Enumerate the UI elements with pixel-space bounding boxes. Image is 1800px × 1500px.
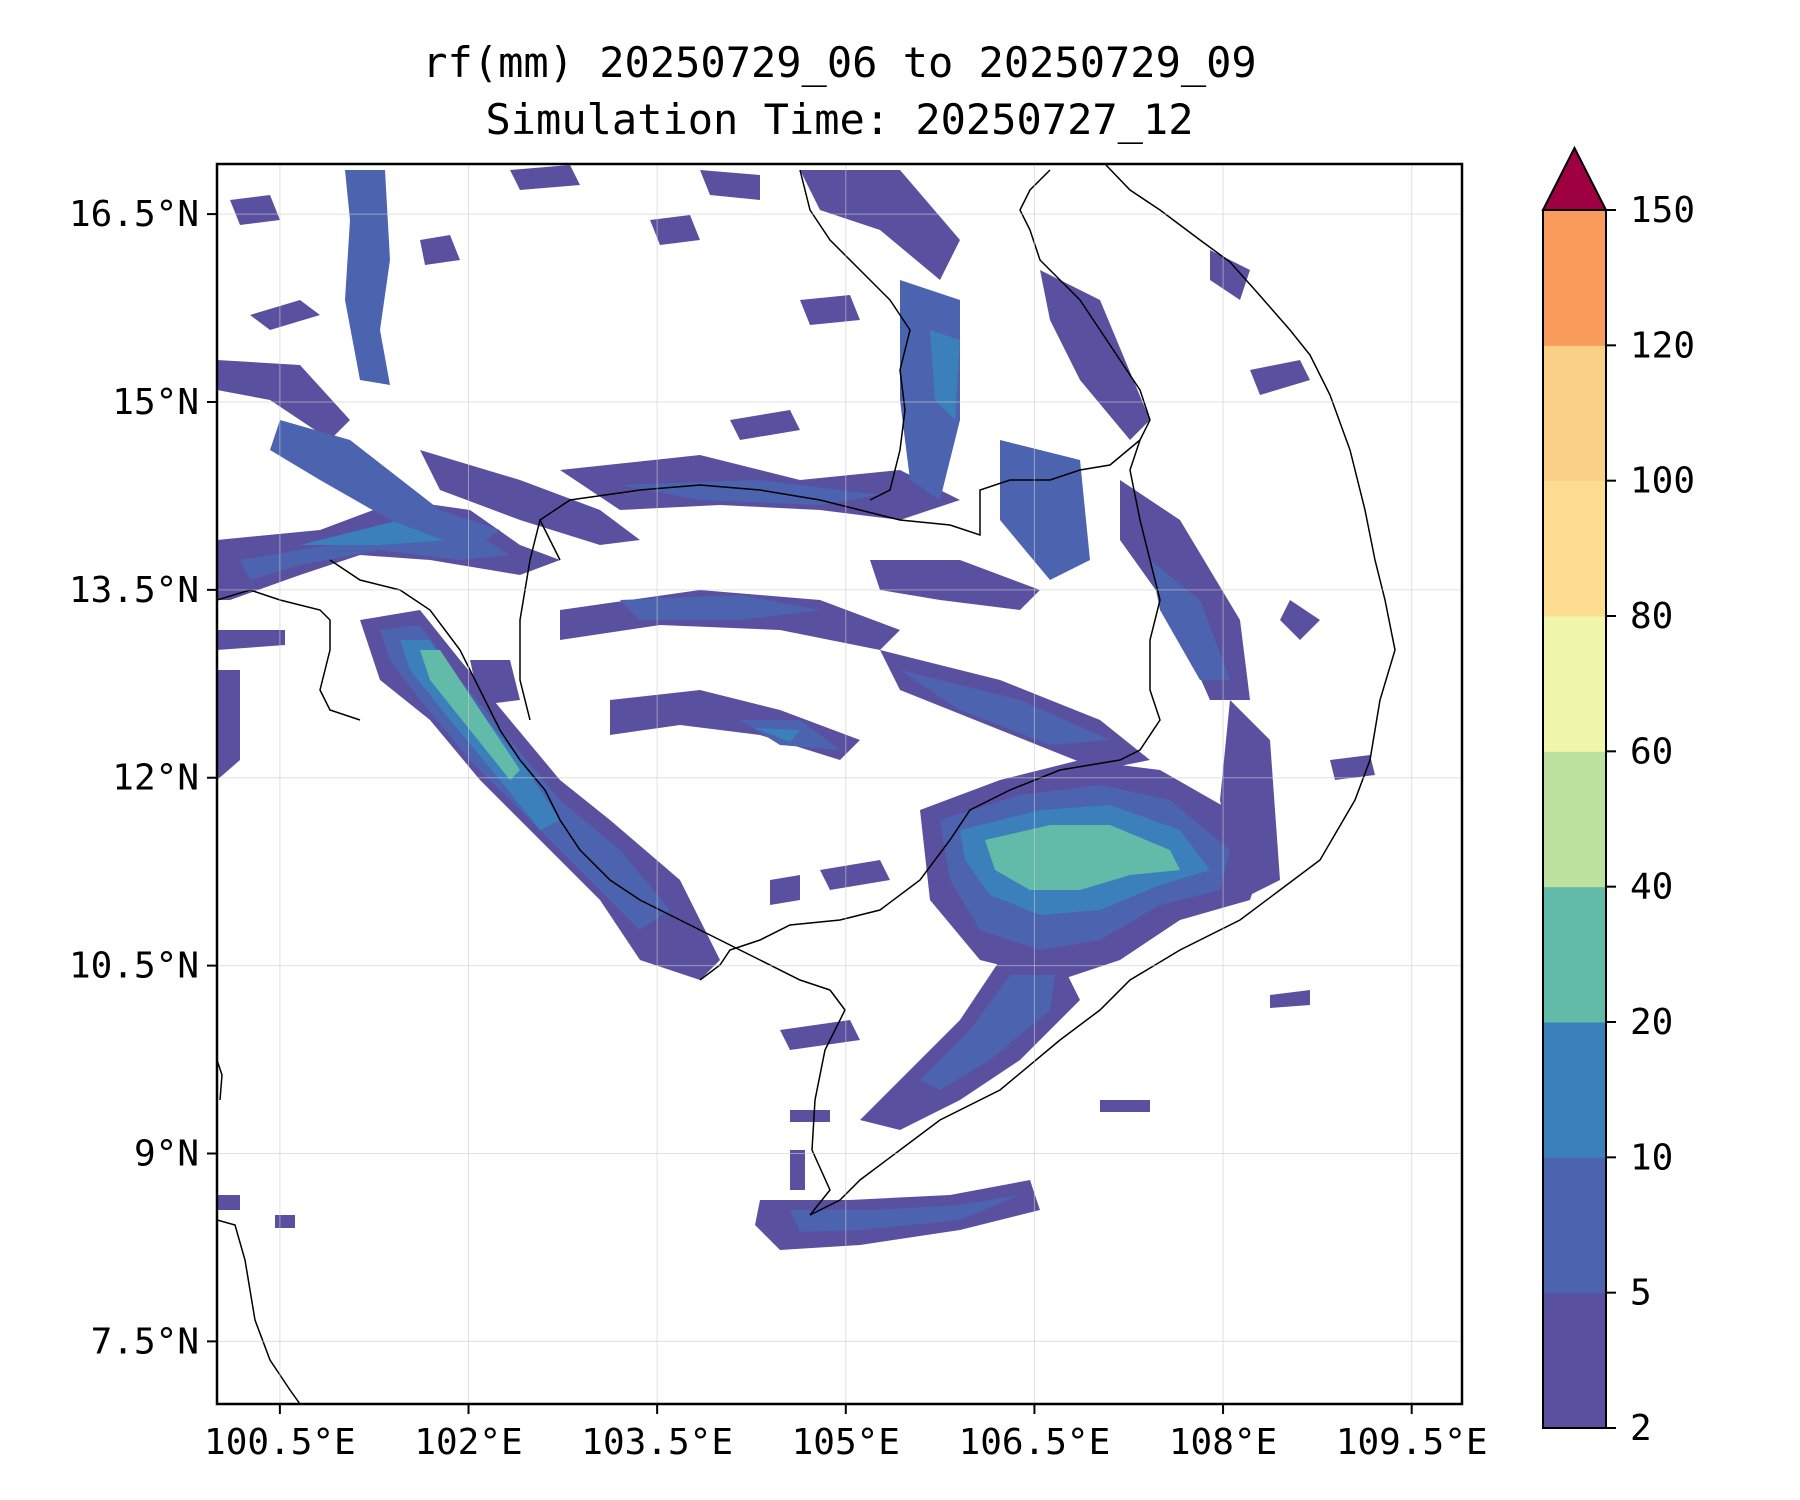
border [519, 519, 541, 721]
colorbar-segment [1543, 345, 1606, 482]
rain-band [420, 450, 640, 545]
rain-cell [1210, 250, 1250, 300]
map-area [217, 164, 1462, 1404]
rain-band [270, 420, 500, 550]
lat-tick-label: 12°N [112, 758, 199, 799]
rain-band [610, 690, 860, 760]
lon-tick-label: 100.5°E [204, 1422, 356, 1463]
latitude-axis: 16.5°N 15°N 13.5°N 12°N 10.5°N 9°N 7.5°N [69, 194, 217, 1362]
rain-band [790, 1195, 1020, 1232]
colorbar-segment [1543, 210, 1606, 346]
colorbar-extend-arrow [1541, 145, 1608, 211]
rain-band [420, 650, 520, 780]
coastline [217, 1219, 301, 1404]
rain-band [755, 728, 800, 742]
border [799, 169, 911, 501]
colorbar-segment [1543, 886, 1606, 1023]
colorbar-tick-label: 80 [1630, 596, 1673, 637]
rain-cell [1100, 1100, 1150, 1112]
lat-tick-label: 9°N [134, 1133, 199, 1174]
lon-tick-label: 102°E [414, 1422, 522, 1463]
rain-cell [230, 195, 280, 225]
border [217, 589, 361, 721]
rain-band [345, 170, 390, 385]
colorbar-tick-label: 100 [1630, 461, 1695, 502]
rainfall-contours [217, 165, 1375, 1250]
colorbar-frame [1542, 209, 1607, 1429]
rain-band [800, 170, 960, 280]
rain-cell [250, 300, 320, 330]
border [539, 169, 1151, 561]
rain-band [1000, 440, 1090, 580]
colorbar-tick-label: 5 [1630, 1273, 1652, 1314]
rain-band [1040, 270, 1150, 440]
rain-cell [790, 1150, 805, 1190]
colorbar-tick-label: 150 [1630, 190, 1695, 231]
rain-cell [1270, 990, 1310, 1008]
chart-subtitle: Simulation Time: 20250727_12 [485, 95, 1194, 144]
coastline [809, 989, 846, 1216]
colorbar-segment [1543, 1022, 1606, 1158]
rain-cell [510, 165, 580, 190]
gridlines [217, 164, 1462, 1404]
colorbar: 2 5 10 20 40 60 80 100 120 150 [1541, 145, 1695, 1449]
chart-title: rf(mm) 20250729_06 to 20250729_09 [422, 38, 1257, 87]
rain-cell [650, 215, 700, 245]
rain-cell [1250, 360, 1310, 395]
rain-cell [217, 630, 285, 650]
lat-tick-label: 15°N [112, 382, 199, 423]
border [699, 439, 1161, 981]
colorbar-tick-label: 2 [1630, 1408, 1652, 1449]
lon-tick-label: 108°E [1169, 1422, 1277, 1463]
rain-cell [790, 1110, 830, 1122]
lon-tick-label: 103.5°E [581, 1422, 733, 1463]
lat-tick-label: 16.5°N [69, 194, 199, 235]
rain-band [217, 360, 350, 440]
rain-cell [820, 860, 890, 890]
coastline [809, 164, 1396, 1216]
colorbar-tick-label: 20 [1630, 1002, 1673, 1043]
colorbar-segment [1543, 1157, 1606, 1294]
lat-tick-label: 10.5°N [69, 946, 199, 987]
rain-band [930, 330, 960, 420]
map-frame [215, 162, 1464, 1406]
rain-cell [275, 1215, 295, 1228]
rain-cell [770, 875, 800, 905]
colorbar-segment [1543, 751, 1606, 888]
colorbar-segment [1543, 616, 1606, 752]
rain-cell [780, 1020, 860, 1050]
rain-cell [217, 670, 240, 780]
lon-tick-label: 109.5°E [1336, 1422, 1488, 1463]
coastline [217, 1059, 223, 1101]
rain-band [985, 825, 1180, 890]
rain-cell [1280, 600, 1320, 640]
lon-tick-label: 105°E [792, 1422, 900, 1463]
rain-cell [217, 1195, 240, 1210]
colorbar-segment [1543, 480, 1606, 617]
rain-cell [800, 295, 860, 325]
longitude-axis: 100.5°E 102°E 103.5°E 105°E 106.5°E 108°E 109.… [204, 1404, 1488, 1463]
rain-cell [420, 235, 460, 265]
colorbar-segment [1543, 1292, 1606, 1429]
lat-tick-label: 7.5°N [91, 1321, 199, 1362]
colorbar-tick-label: 120 [1630, 325, 1695, 366]
rain-cell [1330, 755, 1375, 780]
coastlines-and-borders [217, 164, 1396, 1404]
rain-band [900, 670, 1110, 745]
rain-band [920, 975, 1055, 1090]
colorbar-tick-label: 60 [1630, 731, 1673, 772]
colorbar-tick-label: 10 [1630, 1137, 1673, 1178]
rain-cell [730, 410, 800, 440]
lon-tick-label: 106.5°E [959, 1422, 1111, 1463]
lat-tick-label: 13.5°N [69, 570, 199, 611]
coastline [329, 559, 831, 991]
rain-band [620, 595, 820, 620]
rain-band [870, 560, 1040, 610]
colorbar-tick-label: 40 [1630, 867, 1673, 908]
rain-cell [700, 170, 760, 200]
